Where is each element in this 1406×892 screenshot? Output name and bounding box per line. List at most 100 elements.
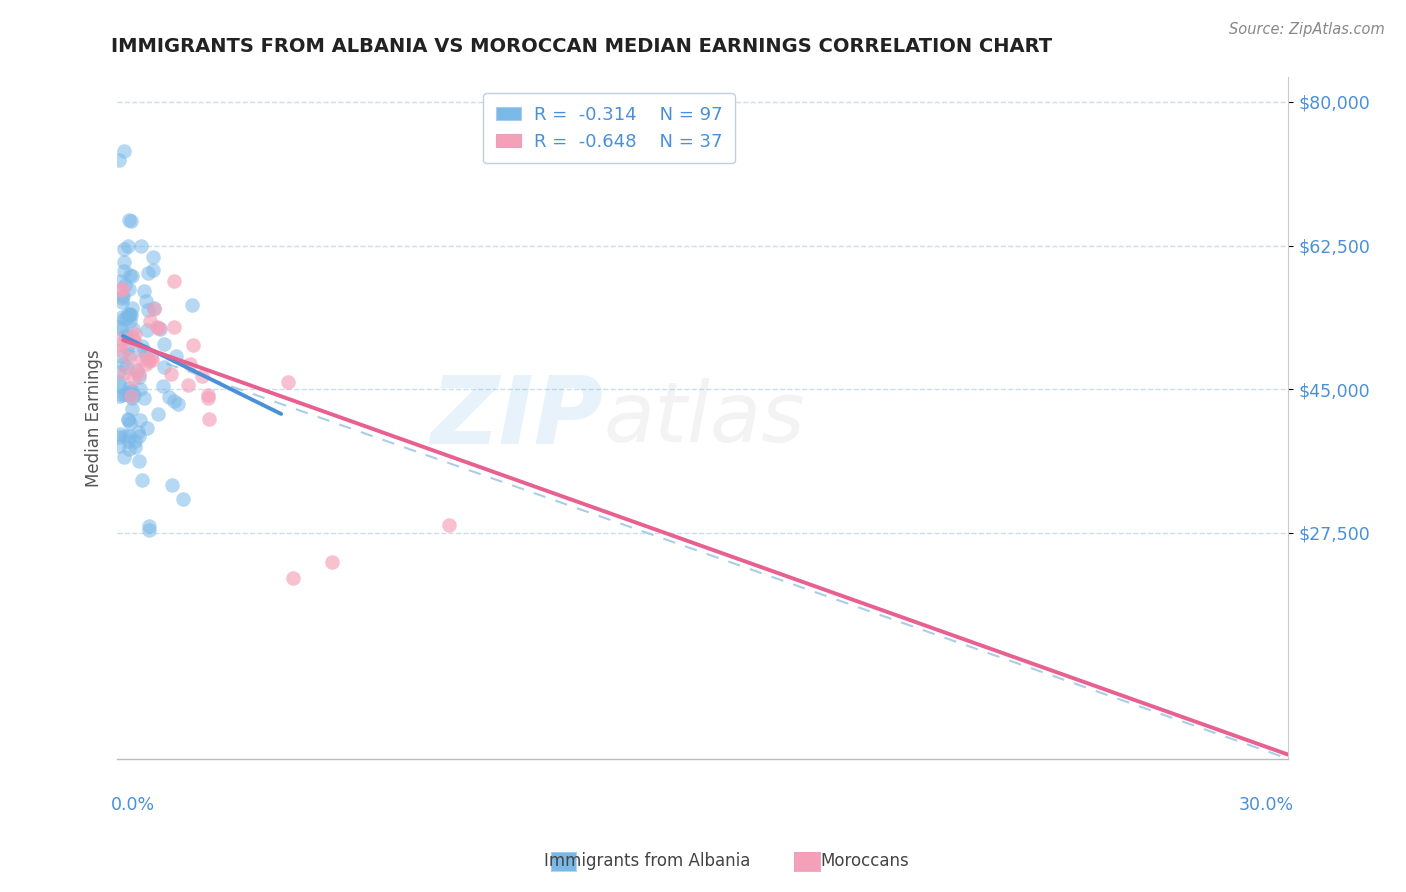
Point: [177, 377, 200, 392]
Point: [121, 322, 143, 336]
Point: [142, 263, 165, 277]
Point: [108, 378, 131, 392]
Point: [179, 357, 201, 371]
Point: [135, 348, 157, 362]
Point: [167, 397, 190, 411]
Point: [131, 473, 153, 487]
Point: [121, 391, 143, 405]
Point: [111, 291, 134, 305]
Point: [163, 274, 186, 288]
Point: [115, 330, 138, 344]
Point: [131, 339, 153, 353]
Y-axis label: Median Earnings: Median Earnings: [86, 350, 103, 487]
Text: Immigrants from Albania: Immigrants from Albania: [544, 852, 749, 870]
Point: [122, 388, 145, 402]
Point: [143, 301, 166, 316]
Point: [118, 308, 141, 322]
Point: [135, 294, 157, 309]
Point: [135, 421, 157, 435]
Point: [114, 387, 136, 401]
Point: [120, 307, 142, 321]
Point: [110, 334, 132, 348]
Point: [118, 416, 141, 430]
Point: [117, 239, 139, 253]
Point: [110, 283, 132, 297]
Point: [114, 328, 136, 343]
Point: [139, 314, 162, 328]
Point: [114, 278, 136, 293]
Point: [115, 341, 138, 355]
Point: [152, 379, 174, 393]
Point: [121, 268, 143, 283]
Point: [108, 375, 131, 389]
Point: [117, 413, 139, 427]
Point: [148, 321, 170, 335]
Point: [110, 343, 132, 358]
Point: [117, 434, 139, 448]
Point: [121, 301, 143, 315]
Point: [132, 284, 155, 298]
Point: [136, 302, 159, 317]
Point: [180, 298, 202, 312]
Point: [135, 358, 157, 372]
Point: [138, 523, 160, 537]
Point: [108, 430, 131, 444]
Point: [108, 320, 131, 334]
Point: [136, 266, 159, 280]
Point: [121, 330, 143, 344]
Point: [122, 372, 145, 386]
Point: [159, 390, 181, 404]
Point: [120, 314, 142, 328]
Point: [120, 389, 142, 403]
Point: [142, 250, 165, 264]
Point: [124, 440, 146, 454]
Text: 30.0%: 30.0%: [1239, 797, 1294, 814]
Point: [117, 307, 139, 321]
Point: [108, 389, 131, 403]
Text: Source: ZipAtlas.com: Source: ZipAtlas.com: [1229, 22, 1385, 37]
Point: [149, 322, 172, 336]
Point: [135, 323, 157, 337]
Point: [139, 351, 162, 365]
Point: [111, 294, 134, 309]
Point: [146, 407, 169, 421]
Point: [108, 274, 131, 288]
Point: [114, 429, 136, 443]
Point: [111, 388, 134, 402]
Point: [183, 338, 205, 352]
Point: [125, 363, 148, 377]
Point: [191, 368, 214, 383]
Point: [118, 351, 141, 365]
Point: [198, 412, 221, 426]
Point: [138, 354, 160, 368]
Point: [112, 366, 135, 380]
Text: 0.0%: 0.0%: [111, 797, 156, 814]
Point: [128, 382, 150, 396]
Point: [118, 381, 141, 395]
Point: [108, 439, 131, 453]
Point: [112, 357, 135, 371]
Point: [134, 391, 156, 405]
Point: [112, 254, 135, 268]
Point: [112, 288, 135, 302]
Point: [124, 434, 146, 449]
Point: [112, 145, 135, 159]
Point: [111, 282, 134, 296]
Point: [129, 413, 152, 427]
Point: [124, 326, 146, 341]
Point: [118, 213, 141, 227]
Point: [118, 442, 141, 457]
Point: [110, 322, 132, 336]
Point: [115, 311, 138, 326]
Point: [281, 571, 304, 585]
Point: [197, 388, 219, 402]
Point: [138, 519, 160, 533]
Point: [125, 364, 148, 378]
Point: [437, 517, 460, 532]
Point: [112, 450, 135, 464]
Point: [110, 349, 132, 363]
Point: [146, 320, 169, 334]
Point: [108, 427, 131, 442]
Point: [112, 242, 135, 256]
Point: [118, 268, 141, 282]
